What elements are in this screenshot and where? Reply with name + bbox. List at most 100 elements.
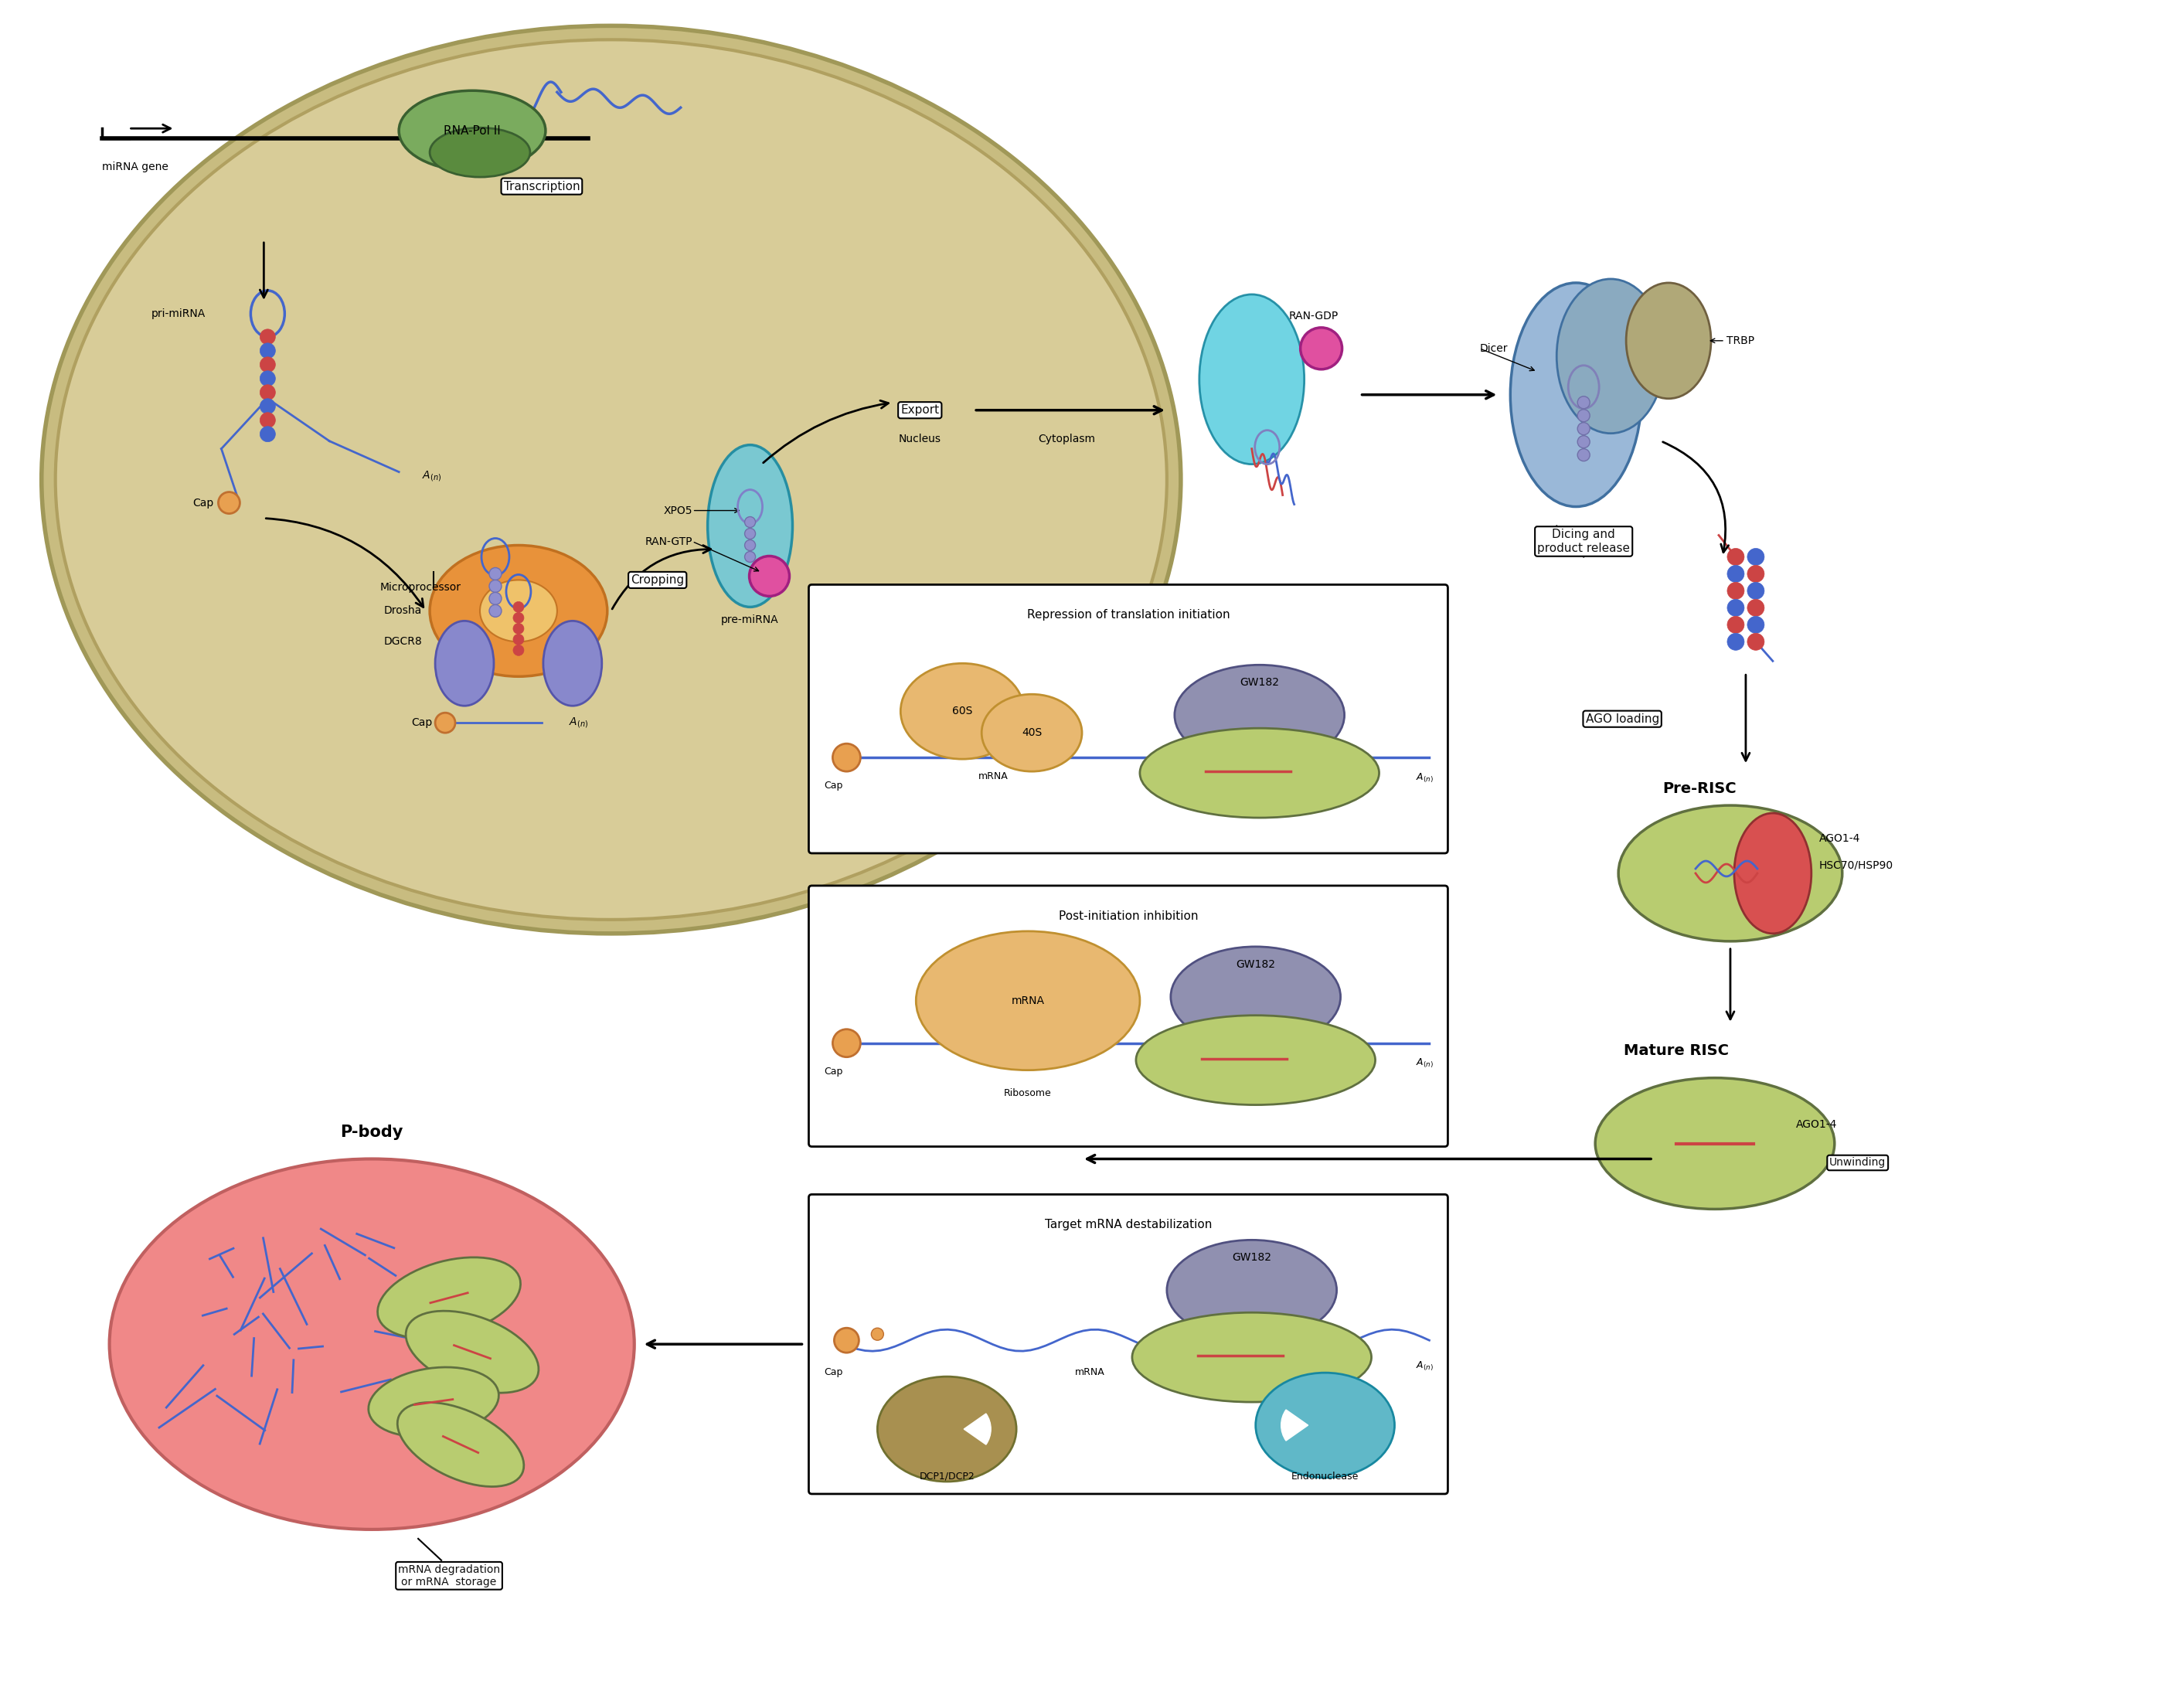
- Text: mRNA: mRNA: [1075, 1367, 1105, 1377]
- Circle shape: [1728, 633, 1745, 650]
- Circle shape: [1577, 436, 1590, 448]
- Text: GW182: GW182: [1232, 1253, 1271, 1263]
- Ellipse shape: [480, 581, 557, 642]
- Circle shape: [260, 399, 275, 414]
- Text: pri-miRNA: pri-miRNA: [151, 309, 205, 319]
- Circle shape: [832, 744, 860, 771]
- Circle shape: [260, 357, 275, 372]
- Circle shape: [260, 413, 275, 428]
- Ellipse shape: [1557, 278, 1664, 433]
- Circle shape: [1728, 582, 1745, 599]
- Ellipse shape: [397, 1403, 524, 1487]
- Circle shape: [260, 329, 275, 345]
- Text: DCP1/DCP2: DCP1/DCP2: [919, 1472, 974, 1482]
- Text: $A_{(n)}$: $A_{(n)}$: [1415, 1058, 1433, 1070]
- Text: $A_{(n)}$: $A_{(n)}$: [1415, 1360, 1433, 1372]
- Ellipse shape: [1734, 813, 1811, 934]
- Text: Unwinding: Unwinding: [1830, 1158, 1887, 1168]
- Text: pre-miRNA: pre-miRNA: [721, 615, 780, 625]
- Circle shape: [1747, 616, 1765, 633]
- Ellipse shape: [1199, 294, 1304, 464]
- Circle shape: [1747, 633, 1765, 650]
- FancyBboxPatch shape: [808, 886, 1448, 1146]
- Ellipse shape: [544, 621, 603, 706]
- Circle shape: [435, 713, 454, 734]
- Circle shape: [1728, 565, 1745, 582]
- Text: P-body: P-body: [341, 1124, 404, 1139]
- Circle shape: [745, 528, 756, 538]
- Text: GW182: GW182: [1241, 678, 1280, 688]
- Text: RAN-GDP: RAN-GDP: [1289, 311, 1339, 321]
- Text: Post-initiation inhibition: Post-initiation inhibition: [1059, 910, 1199, 922]
- Ellipse shape: [900, 664, 1024, 759]
- Circle shape: [834, 1328, 858, 1353]
- Circle shape: [1577, 448, 1590, 462]
- Circle shape: [513, 623, 524, 633]
- Circle shape: [489, 567, 502, 581]
- Text: RNA-Pol II: RNA-Pol II: [443, 126, 500, 136]
- Ellipse shape: [430, 127, 531, 177]
- Ellipse shape: [1131, 1313, 1372, 1403]
- Circle shape: [260, 385, 275, 401]
- Circle shape: [489, 593, 502, 604]
- Circle shape: [1747, 582, 1765, 599]
- Circle shape: [260, 426, 275, 441]
- Text: TRBP: TRBP: [1728, 335, 1754, 346]
- Ellipse shape: [1166, 1240, 1337, 1340]
- Circle shape: [489, 581, 502, 593]
- Circle shape: [218, 492, 240, 513]
- Circle shape: [1728, 599, 1745, 616]
- Ellipse shape: [1618, 805, 1843, 941]
- Text: $A_{(n)}$: $A_{(n)}$: [422, 469, 441, 482]
- Text: $A_{(n)}$: $A_{(n)}$: [568, 717, 587, 730]
- Text: mRNA degradation
or mRNA  storage: mRNA degradation or mRNA storage: [397, 1564, 500, 1588]
- Circle shape: [513, 601, 524, 613]
- Ellipse shape: [981, 694, 1081, 771]
- Ellipse shape: [1140, 728, 1378, 818]
- Circle shape: [1577, 396, 1590, 409]
- Text: Cropping: Cropping: [631, 574, 684, 586]
- Circle shape: [1747, 565, 1765, 582]
- Text: Export: Export: [900, 404, 939, 416]
- Text: Target mRNA destabilization: Target mRNA destabilization: [1044, 1219, 1212, 1231]
- Wedge shape: [1282, 1409, 1308, 1440]
- Ellipse shape: [400, 90, 546, 171]
- Circle shape: [749, 555, 788, 596]
- FancyBboxPatch shape: [808, 1194, 1448, 1494]
- Circle shape: [260, 343, 275, 358]
- Text: Cap: Cap: [823, 1367, 843, 1377]
- FancyBboxPatch shape: [808, 584, 1448, 854]
- Circle shape: [513, 613, 524, 623]
- Ellipse shape: [1594, 1078, 1835, 1209]
- Text: Cap: Cap: [411, 717, 432, 728]
- Text: Drosha: Drosha: [384, 606, 422, 616]
- Ellipse shape: [1256, 1372, 1396, 1477]
- Wedge shape: [963, 1413, 992, 1445]
- Circle shape: [871, 1328, 885, 1340]
- Text: RAN-GTP: RAN-GTP: [644, 537, 692, 547]
- Text: Cytoplasm: Cytoplasm: [1037, 433, 1094, 445]
- Text: Dicer: Dicer: [1479, 343, 1507, 353]
- Circle shape: [513, 633, 524, 645]
- Ellipse shape: [430, 545, 607, 676]
- Ellipse shape: [1511, 284, 1642, 506]
- Circle shape: [1747, 599, 1765, 616]
- Text: Endonuclease: Endonuclease: [1291, 1472, 1358, 1482]
- Text: Dicing and
product release: Dicing and product release: [1538, 528, 1629, 554]
- Text: $A_{(n)}$: $A_{(n)}$: [1415, 771, 1433, 784]
- Circle shape: [260, 370, 275, 385]
- Text: DGCR8: DGCR8: [384, 637, 422, 647]
- Text: Repression of translation initiation: Repression of translation initiation: [1026, 610, 1230, 621]
- Text: HSC70/HSP90: HSC70/HSP90: [1819, 861, 1894, 871]
- Ellipse shape: [708, 445, 793, 606]
- Ellipse shape: [915, 931, 1140, 1070]
- Circle shape: [1577, 409, 1590, 421]
- Text: Cap: Cap: [823, 1066, 843, 1077]
- Text: Nucleus: Nucleus: [898, 433, 941, 445]
- Circle shape: [1299, 328, 1343, 368]
- Text: XPO5: XPO5: [664, 504, 692, 516]
- Text: Pre-RISC: Pre-RISC: [1662, 781, 1736, 796]
- Text: Ribosome: Ribosome: [1005, 1088, 1053, 1099]
- Circle shape: [1728, 616, 1745, 633]
- Ellipse shape: [109, 1160, 633, 1530]
